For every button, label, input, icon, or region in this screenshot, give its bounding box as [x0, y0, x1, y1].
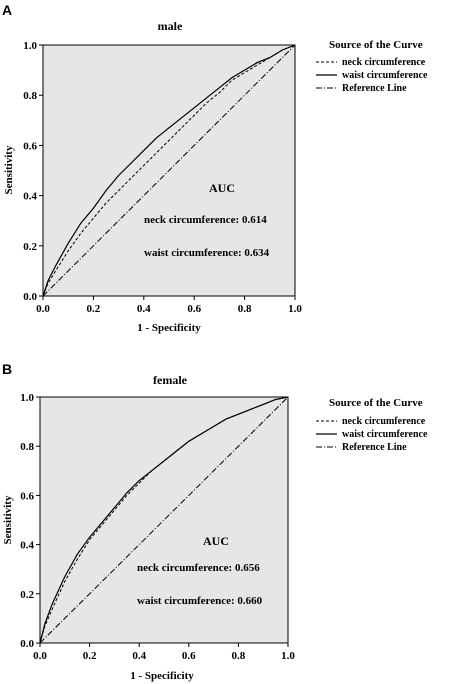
- x-tick-label: 0.2: [87, 303, 101, 315]
- x-tick-label: 0.8: [238, 303, 252, 315]
- x-tick-label: 0.6: [182, 650, 196, 662]
- y-tick-label: 0.0: [20, 638, 34, 650]
- x-tick-label: 0.8: [232, 650, 246, 662]
- y-tick-label: 0.4: [23, 191, 37, 203]
- y-tick-label: 0.2: [20, 589, 34, 601]
- auc-waist: waist circumference: 0.660: [137, 595, 263, 607]
- x-tick-label: 0.4: [132, 650, 146, 662]
- x-tick-label: 0.0: [36, 303, 50, 315]
- legend-title: Source of the Curve: [329, 397, 423, 409]
- series-line-reference-line: [39, 396, 289, 644]
- y-tick-label: 0.4: [20, 540, 34, 552]
- chart-title: female: [153, 373, 188, 387]
- y-tick-label: 0.6: [20, 490, 34, 502]
- legend-label-neck: neck circumference: [342, 416, 426, 427]
- series-line-neck-circumference: [42, 44, 296, 297]
- x-tick-label: 0.2: [83, 650, 97, 662]
- auc-title: AUC: [209, 181, 235, 195]
- panel-letter-b: B: [2, 361, 12, 377]
- series-group: [42, 44, 296, 297]
- auc-waist: waist circumference: 0.634: [144, 247, 270, 259]
- series-line-reference-line: [42, 44, 296, 297]
- legend-label-waist: waist circumference: [342, 70, 428, 81]
- auc-title: AUC: [203, 534, 229, 548]
- y-tick-label: 0.0: [23, 291, 37, 303]
- legend-label-reference: Reference Line: [342, 83, 407, 94]
- y-tick-label: 1.0: [23, 40, 37, 52]
- x-tick-label: 0.4: [137, 303, 151, 315]
- y-tick-label: 0.8: [20, 441, 34, 453]
- x-tick-label: 0.0: [33, 650, 47, 662]
- legend-title: Source of the Curve: [329, 39, 423, 51]
- auc-neck: neck circumference: 0.656: [137, 562, 260, 574]
- y-axis-label: Sensitivity: [2, 495, 14, 544]
- x-tick-label: 0.6: [187, 303, 201, 315]
- x-axis-label: 1 - Specificity: [137, 322, 201, 334]
- series-line-waist-circumference: [42, 44, 296, 297]
- axis-ticks: 0.0 0.2 0.4 0.6 0.8 1.0 0.0 0.2 0.4 0.6 0.8 1.0: [20, 392, 295, 662]
- auc-neck: neck circumference: 0.614: [144, 214, 267, 226]
- legend: Source of the Curve neck circumference w…: [316, 39, 428, 94]
- legend-label-reference: Reference Line: [342, 442, 407, 453]
- y-tick-label: 0.2: [23, 241, 37, 253]
- legend-label-neck: neck circumference: [342, 57, 426, 68]
- series-line-waist-circumference: [39, 396, 289, 644]
- panel-letter-a: A: [2, 2, 12, 18]
- legend-label-waist: waist circumference: [342, 429, 428, 440]
- y-tick-label: 0.8: [23, 90, 37, 102]
- y-tick-label: 0.6: [23, 140, 37, 152]
- axis-ticks: 0.0 0.2 0.4 0.6 0.8 1.0 0.0 0.2 0.4 0.6 0.8 1.0: [23, 40, 302, 315]
- x-tick-label: 1.0: [288, 303, 302, 315]
- y-tick-label: 1.0: [20, 392, 34, 404]
- chart-panel-female: female 0.0 0.2 0.4 0.6 0.8 1.0 0.0 0.2 0.4 0.6 0.8…: [2, 373, 428, 682]
- legend: Source of the Curve neck circumference w…: [316, 397, 428, 453]
- x-tick-label: 1.0: [281, 650, 295, 662]
- chart-title: male: [158, 19, 183, 33]
- y-axis-label: Sensitivity: [3, 145, 15, 194]
- chart-panel-male: male 0.0 0.2 0.4 0.6 0.8 1.0 0.0 0.2 0.4 0.6 0.8 1.…: [3, 19, 428, 334]
- x-axis-label: 1 - Specificity: [130, 670, 194, 682]
- series-group: [39, 396, 289, 644]
